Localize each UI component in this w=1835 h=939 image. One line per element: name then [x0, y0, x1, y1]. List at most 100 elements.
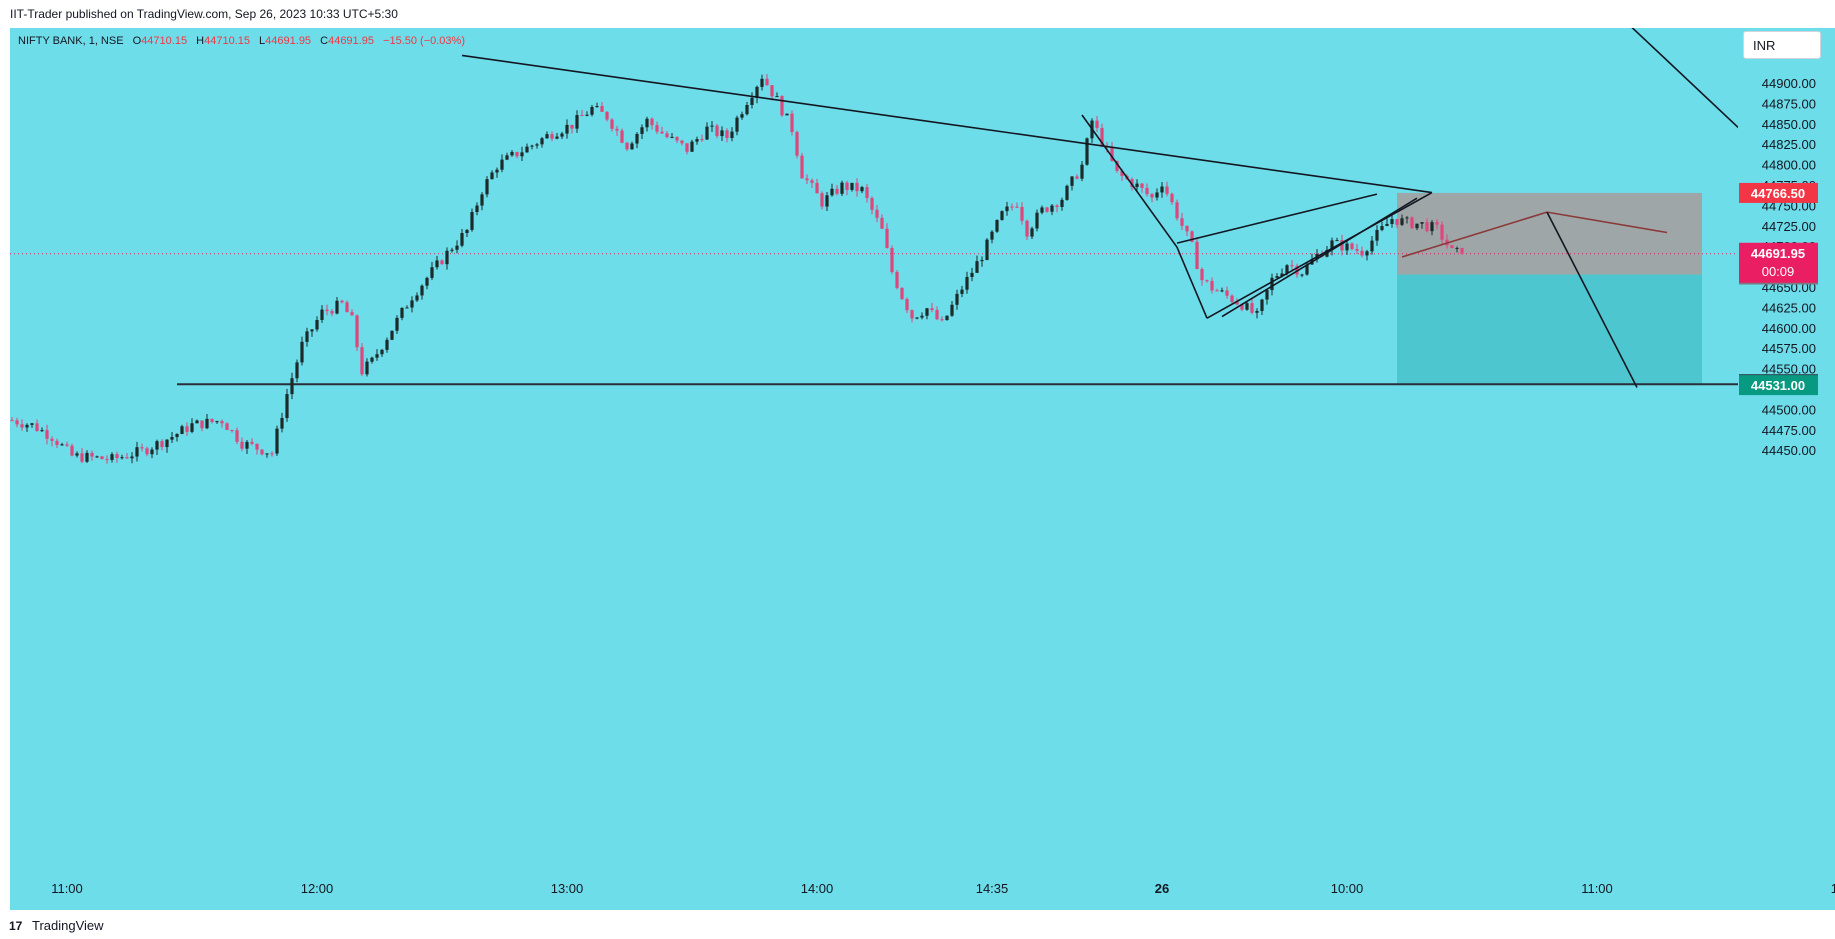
candle-body: [155, 441, 159, 450]
candle-body: [380, 349, 384, 355]
candle-body: [285, 394, 289, 419]
time-tick-label: 14:00: [801, 881, 834, 896]
candle-body: [1195, 241, 1199, 270]
candle-body: [610, 119, 614, 129]
candle-body: [835, 188, 839, 194]
candle-body: [1350, 243, 1354, 250]
candle-body: [340, 300, 344, 303]
time-tick-label: 11:00: [51, 881, 83, 896]
candle-body: [985, 239, 989, 260]
price-axis: 44450.0044475.0044500.0044525.0044550.00…: [1762, 76, 1816, 458]
candle-body: [1365, 251, 1369, 256]
candle-body: [1260, 299, 1264, 311]
currency-button[interactable]: INR: [1743, 31, 1821, 59]
candle-body: [320, 309, 324, 321]
bar-countdown: 00:09: [1762, 264, 1795, 279]
candle-body: [1370, 240, 1374, 252]
candle-body: [1280, 273, 1284, 277]
price-tag-bg: [1739, 182, 1818, 203]
price-tick-label: 44500.00: [1762, 402, 1816, 417]
descending-trendline: [461, 54, 1433, 194]
candle-body: [980, 259, 984, 262]
candle-body: [160, 441, 164, 448]
candle-body: [920, 315, 924, 318]
candle-body: [15, 420, 19, 425]
candle-body: [1155, 192, 1159, 198]
candle-body: [450, 249, 454, 251]
candle-body: [1330, 240, 1334, 250]
rising-channel-upper: [1176, 193, 1378, 244]
candle-body: [1140, 183, 1144, 188]
candle-body: [1430, 222, 1434, 232]
candle-body: [30, 423, 34, 425]
candle-body: [845, 182, 849, 190]
time-tick-label: 26: [1155, 881, 1169, 896]
candle-body: [1055, 205, 1059, 207]
candle-body: [780, 96, 784, 116]
candle-body: [655, 125, 659, 132]
candle-body: [1060, 199, 1064, 207]
candle-body: [25, 424, 29, 428]
price-tick-label: 44625.00: [1762, 300, 1816, 315]
candle-body: [1235, 301, 1239, 305]
candle-body: [1270, 277, 1274, 291]
candle-body: [470, 212, 474, 230]
candle-body: [625, 142, 629, 150]
candle-body: [55, 440, 59, 445]
candle-body: [870, 197, 874, 210]
rising-channel-lower: [1206, 191, 1433, 319]
legend-symbol: NIFTY BANK, 1, NSE: [18, 35, 124, 47]
candle-body: [235, 430, 239, 442]
candle-body: [370, 357, 374, 362]
current-price-tag: 44691.95: [1751, 246, 1805, 261]
candle-body: [1165, 186, 1169, 194]
candle-body: [45, 430, 49, 439]
candle-body: [965, 276, 969, 290]
candle-body: [850, 182, 854, 190]
price-tick-label: 44875.00: [1762, 96, 1816, 111]
price-chart[interactable]: 44450.0044475.0044500.0044525.0044550.00…: [0, 28, 1835, 910]
candle-body: [590, 106, 594, 115]
candle-body: [130, 456, 134, 459]
candle-body: [1245, 303, 1249, 310]
candle-body: [1190, 231, 1194, 242]
candle-body: [540, 138, 544, 145]
candle-body: [530, 145, 534, 147]
candle-body: [1030, 228, 1034, 237]
candle-body: [570, 124, 574, 129]
candle-body: [1040, 207, 1044, 213]
candle-body: [1085, 138, 1089, 165]
candle-body: [945, 315, 949, 321]
candle-body: [1080, 164, 1084, 179]
candle-body: [1095, 120, 1099, 128]
candle-body: [1405, 217, 1409, 219]
candle-body: [515, 151, 519, 157]
candle-body: [1380, 226, 1384, 230]
candle-body: [385, 339, 389, 350]
candle-body: [520, 152, 524, 157]
candle-body: [995, 219, 999, 232]
candle-body: [680, 140, 684, 144]
candle-body: [455, 245, 459, 250]
candle-body: [1375, 229, 1379, 241]
candle-body: [1340, 240, 1344, 251]
candle-body: [65, 444, 69, 446]
price-tick-label: 44600.00: [1762, 321, 1816, 336]
candle-body: [855, 182, 859, 192]
candle-body: [1355, 249, 1359, 251]
candle-body: [190, 423, 194, 432]
price-tick-label: 44450.00: [1762, 443, 1816, 458]
candle-body: [1115, 160, 1119, 171]
candle-body: [365, 361, 369, 375]
candle-body: [425, 277, 429, 286]
plot-bg: [10, 28, 1738, 872]
candle-body: [500, 159, 504, 170]
candle-body: [420, 285, 424, 296]
legend-low-label: L: [259, 35, 266, 47]
candle-body: [975, 261, 979, 273]
candle-body: [640, 127, 644, 134]
candle-body: [510, 151, 514, 156]
candle-body: [1440, 224, 1444, 240]
candle-body: [1390, 219, 1394, 224]
tradingview-logo-icon: 17: [9, 919, 23, 933]
